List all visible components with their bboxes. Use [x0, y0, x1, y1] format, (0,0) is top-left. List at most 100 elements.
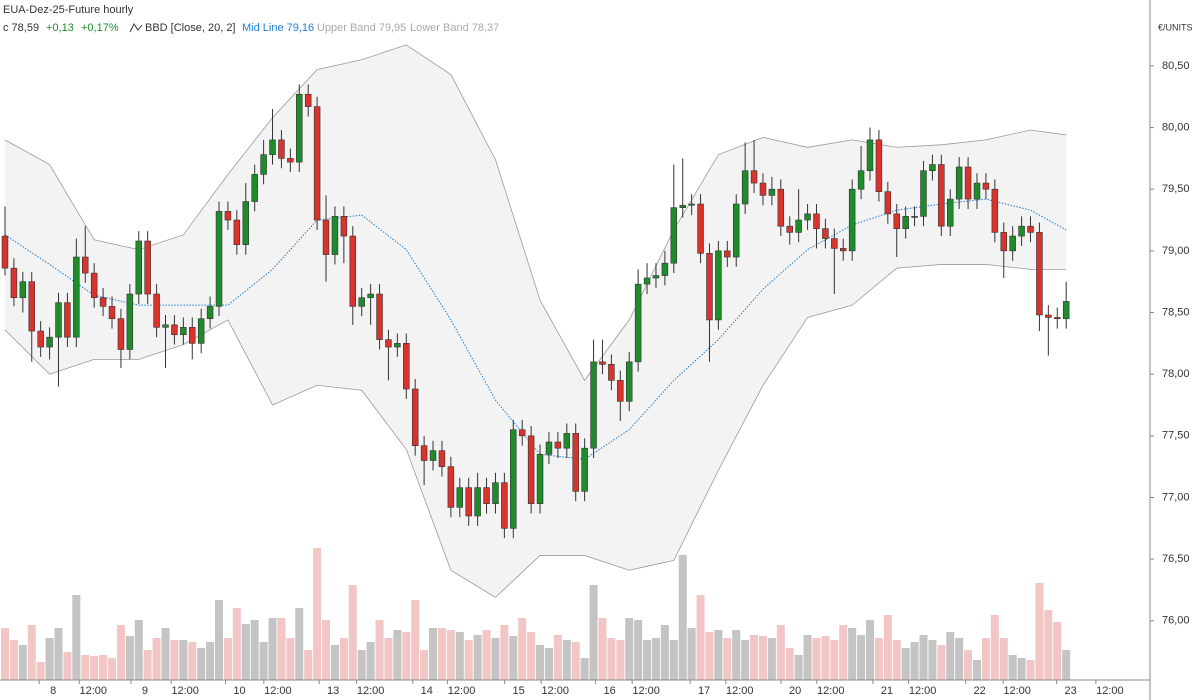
candle-body [144, 240, 151, 295]
candle-body [1009, 235, 1016, 252]
candle-body [73, 256, 80, 338]
candle-body [99, 297, 107, 307]
plot-area [0, 44, 1071, 680]
volume-bar [268, 618, 277, 680]
volume-bar [544, 648, 553, 680]
candle-body [804, 213, 811, 221]
candle-body [367, 293, 374, 299]
x-tick-label: 12:00 [541, 685, 569, 697]
candle-body [831, 238, 838, 249]
y-tick-label: 80,00 [1162, 121, 1190, 133]
volume-bar [553, 635, 562, 680]
candle-body [643, 277, 651, 285]
volume-bar [152, 638, 161, 680]
candle-body [82, 256, 89, 274]
candle-body [679, 204, 686, 209]
volume-bar [295, 608, 304, 680]
candle-body [483, 487, 490, 504]
candle-body [117, 318, 125, 350]
volume-bar [357, 650, 366, 680]
volume-bar [63, 652, 72, 680]
x-tick-label: 12:00 [1096, 685, 1124, 697]
candle-body [617, 380, 624, 402]
candle-body [340, 216, 348, 237]
volume-bar [803, 635, 812, 680]
volume-bar [0, 628, 10, 680]
candle-body [741, 170, 749, 205]
volume-bar [348, 585, 357, 680]
candle-body [492, 482, 499, 504]
x-tick-label: 12:00 [264, 685, 292, 697]
candle-body [1062, 301, 1070, 319]
volume-bar [598, 618, 607, 680]
candle-body [875, 139, 883, 192]
x-tick-label: 12:00 [171, 685, 199, 697]
candle-body [1036, 232, 1043, 316]
candle-body [287, 158, 294, 163]
volume-bar [464, 640, 473, 680]
volume-bar [910, 642, 919, 680]
candle-body [510, 429, 517, 529]
x-tick-label: 9 [142, 685, 148, 697]
chart-title: EUA-Dez-25-Future hourly [3, 4, 134, 16]
volume-bar [455, 632, 464, 680]
volume-bar [883, 615, 892, 680]
candle-body [750, 170, 758, 184]
x-tick-label: 12:00 [632, 685, 660, 697]
candle-body [625, 361, 633, 402]
candle-body [732, 203, 740, 258]
candle-body [278, 139, 285, 159]
volume-bar [857, 635, 866, 680]
volume-bar [669, 640, 678, 680]
volume-bar [250, 620, 259, 680]
candle-body [1018, 225, 1025, 237]
x-tick-label: 12:00 [357, 685, 385, 697]
volume-bar [527, 632, 536, 680]
volume-bar [125, 636, 134, 680]
candle-body [233, 219, 241, 246]
candle-body [822, 228, 829, 239]
y-tick-label: 77,50 [1162, 430, 1190, 442]
volume-bar [821, 636, 830, 680]
candle-body [269, 139, 276, 155]
x-tick-label: 17 [698, 685, 710, 697]
volume-bar [848, 628, 857, 680]
candle-body [973, 182, 981, 200]
y-tick-label: 78,00 [1162, 368, 1190, 380]
volume-bar [241, 624, 250, 680]
volume-bar [919, 635, 928, 680]
volume-bar [509, 636, 518, 680]
candle-body [260, 154, 267, 175]
band-upper [4, 44, 1067, 382]
candle-body [206, 306, 214, 319]
candle-body [376, 293, 383, 340]
candle-body [652, 275, 660, 279]
candle-body [545, 441, 553, 455]
candle-body [313, 106, 321, 221]
volume-bar [304, 650, 313, 680]
volume-bar [107, 658, 117, 680]
candle-body [28, 281, 35, 332]
x-tick-label: 12:00 [448, 685, 476, 697]
x-tick-label: 14 [421, 685, 433, 697]
volume-bar [634, 620, 643, 680]
candle-body [581, 447, 588, 492]
candle-body [296, 93, 303, 163]
legend-close: c 78,59 [3, 22, 39, 34]
y-unit-label: €/UNITS [1158, 22, 1193, 32]
candle-body [536, 454, 544, 504]
volume-bar [18, 645, 27, 680]
candle-body [982, 182, 990, 190]
volume-bar [277, 618, 286, 680]
legend-change: +0,13 [46, 22, 74, 34]
candle-body [224, 211, 232, 221]
x-tick-label: 8 [50, 685, 56, 697]
volume-bar [1044, 610, 1053, 680]
y-tick-label: 79,50 [1162, 183, 1190, 195]
x-tick-label: 13 [327, 685, 339, 697]
candle-body [126, 293, 134, 350]
volume-bar [571, 642, 580, 680]
candle-body [251, 174, 258, 202]
volume-bar [491, 638, 500, 680]
volume-bar [500, 625, 509, 680]
